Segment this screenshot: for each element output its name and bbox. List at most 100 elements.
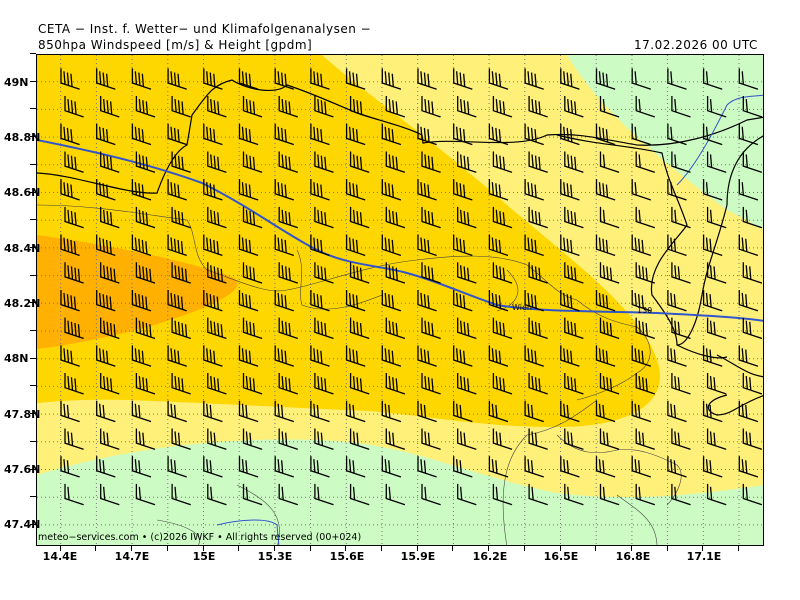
wind-barb <box>528 373 548 395</box>
wind-barb <box>207 206 227 229</box>
wind-barb <box>671 483 691 506</box>
lon-tick <box>559 546 561 551</box>
wind-barb <box>349 483 370 506</box>
wind-barb <box>100 483 120 506</box>
wind-barb <box>560 123 580 146</box>
wind-barb <box>381 400 402 423</box>
lat-tick <box>30 440 36 442</box>
lon-tick <box>202 546 204 551</box>
wind-barb <box>96 123 116 146</box>
wind-barb <box>100 206 120 229</box>
wind-barb <box>599 151 620 173</box>
wind-barb <box>60 289 80 312</box>
wind-barb <box>171 151 191 173</box>
lat-label-48-8: 48.8N <box>4 131 41 144</box>
wind-barb <box>488 123 509 146</box>
wind-barb <box>631 123 652 146</box>
product-title: 850hpa Windspeed [m/s] & Height [gpdm] <box>38 38 313 52</box>
wind-barb <box>488 68 509 90</box>
wind-barb <box>595 456 616 478</box>
wind-barb <box>457 96 477 118</box>
lon-label-15-6: 15.6E <box>329 550 365 563</box>
wind-barb <box>349 317 370 340</box>
wind-barb <box>595 68 616 90</box>
wind-barb <box>385 151 406 173</box>
wind-barb <box>524 179 544 201</box>
wind-barb <box>242 206 263 229</box>
wind-barb <box>349 206 370 229</box>
wind-barb <box>667 68 687 90</box>
wind-barb <box>310 68 330 90</box>
wind-barb <box>381 179 402 201</box>
lon-label-14-4: 14.4E <box>42 550 78 563</box>
wind-barb <box>135 151 156 173</box>
wind-barb <box>635 96 656 118</box>
wind-band-green-northeast <box>567 55 763 229</box>
wind-barb <box>274 345 295 367</box>
lon-tick <box>95 546 97 551</box>
wind-barb <box>238 68 259 90</box>
wind-barb <box>631 400 652 423</box>
lat-tick <box>30 523 36 525</box>
wind-barb <box>131 234 152 257</box>
wind-barb <box>349 262 370 284</box>
wind-barb <box>595 123 616 146</box>
wind-barb <box>457 317 477 340</box>
wind-barb <box>671 317 691 340</box>
wind-barb <box>60 123 80 146</box>
lon-tick <box>131 546 133 551</box>
lon-label-16-2: 16.2E <box>472 550 508 563</box>
wind-barb <box>314 428 334 450</box>
wind-barb <box>560 456 580 478</box>
wind-barb <box>457 373 477 395</box>
lat-label-48-4: 48.4N <box>4 242 41 255</box>
wind-barb <box>274 289 295 312</box>
wind-barb <box>310 400 330 423</box>
wind-barb <box>457 428 477 450</box>
wind-barb <box>131 179 152 201</box>
wind-barb <box>742 96 763 118</box>
wind-barb <box>528 151 548 173</box>
lon-label-15-3: 15.3E <box>257 550 293 563</box>
wind-barb <box>171 96 191 118</box>
map-frame <box>36 54 764 546</box>
wind-barb <box>453 179 473 201</box>
wind-barb <box>631 345 652 367</box>
wind-barb <box>64 96 84 118</box>
lat-tick <box>30 330 36 331</box>
wind-barb <box>702 400 723 423</box>
wind-barb <box>135 262 156 284</box>
wind-barb <box>131 456 152 478</box>
wind-barb <box>171 262 191 284</box>
wind-barb <box>310 179 330 201</box>
wind-barb <box>345 456 366 478</box>
wind-barb <box>207 317 227 340</box>
wind-barb <box>310 234 330 257</box>
wind-barb <box>203 234 223 257</box>
wind-barb <box>64 428 84 450</box>
lon-tick <box>166 546 168 551</box>
wind-barb <box>64 317 84 340</box>
wind-barb <box>667 234 687 257</box>
wind-barb <box>314 151 334 173</box>
wind-barb <box>671 96 691 118</box>
wind-barb <box>421 373 441 395</box>
wind-barb <box>207 96 227 118</box>
lon-label-16-8: 16.8E <box>615 550 651 563</box>
wind-barb <box>564 373 584 395</box>
wind-barb <box>385 206 406 229</box>
lon-tick <box>595 546 597 551</box>
wind-barb <box>635 428 656 450</box>
wind-barb <box>421 206 441 229</box>
wind-barb <box>100 317 120 340</box>
wind-barb <box>702 456 723 478</box>
wind-barb <box>238 289 259 312</box>
wind-barb <box>599 262 620 284</box>
lat-tick <box>30 80 36 82</box>
wind-barb <box>349 96 370 118</box>
wind-barb <box>167 68 187 90</box>
lat-label-49: 49N <box>4 76 29 89</box>
wind-barb <box>631 234 652 257</box>
wind-barb <box>599 96 620 118</box>
wind-barb <box>131 123 152 146</box>
